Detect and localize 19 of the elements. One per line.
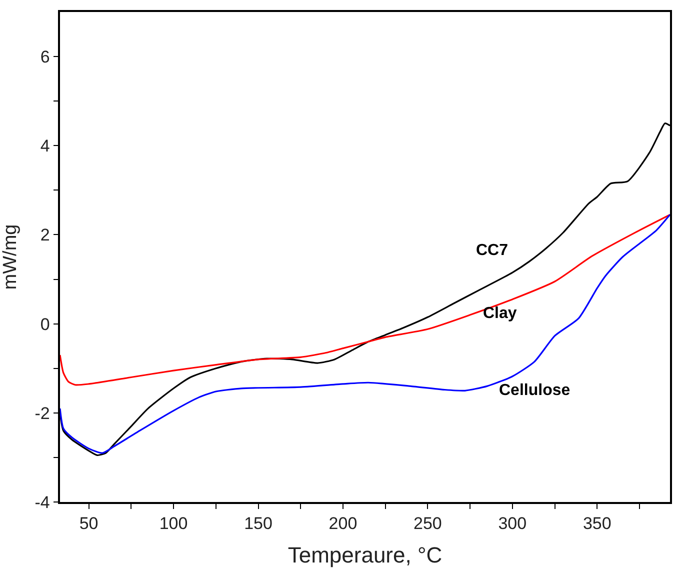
y-tick-label: 0 <box>40 314 50 334</box>
y-axis-title: mW/mg <box>0 224 21 290</box>
series-label: Clay <box>483 305 517 322</box>
y-tick-label: 6 <box>40 48 50 66</box>
y-tick-label: 2 <box>40 226 50 245</box>
y-tick-label: -4 <box>34 492 50 512</box>
x-tick-label: 300 <box>498 514 527 534</box>
series-label: Cellulose <box>499 382 570 399</box>
line-series <box>60 214 670 454</box>
x-tick-label: 100 <box>159 514 188 534</box>
x-axis-title: Temperaure, °C <box>288 542 442 568</box>
x-tick-label: 150 <box>244 514 272 534</box>
x-tick-label: 50 <box>79 514 98 534</box>
x-tick-label: 350 <box>582 514 612 534</box>
series-label: CC7 <box>476 242 508 259</box>
x-tick-label: 250 <box>414 514 442 534</box>
x-tick-label: 200 <box>328 514 358 534</box>
y-tick-label: 4 <box>40 136 50 156</box>
y-tick-label: -2 <box>34 404 50 423</box>
